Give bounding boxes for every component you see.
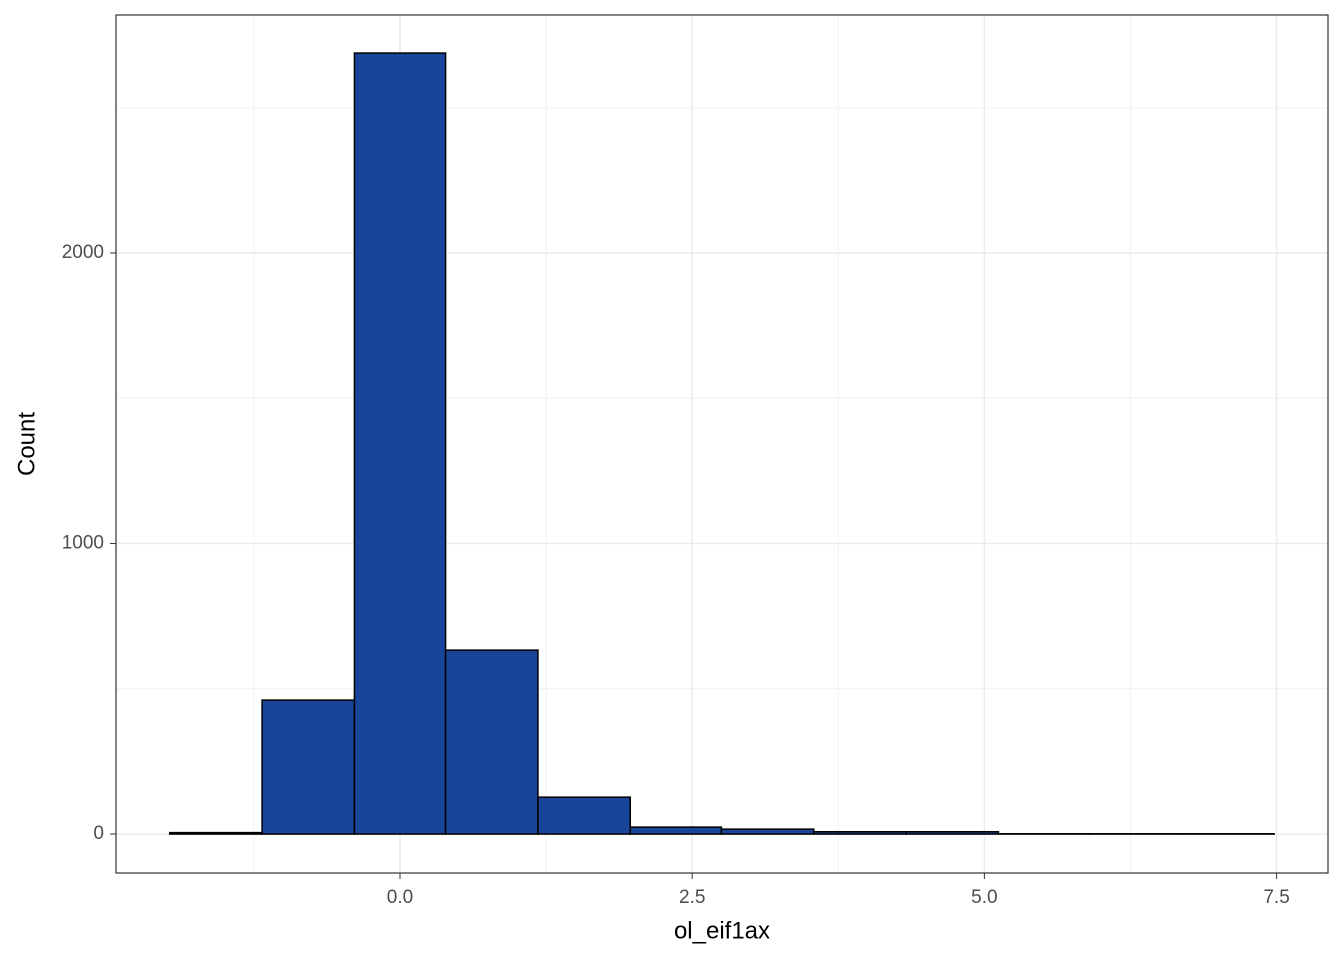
y-tick-label: 2000 [62,242,104,263]
plot-border [115,14,1329,874]
bar [812,830,907,835]
x-tick-label: 2.5 [679,887,705,908]
x-tick-label: 0.0 [387,887,413,908]
y-tick-label: 0 [93,823,104,844]
y-tick-label: 1000 [62,533,104,554]
bar [353,52,447,835]
bar [444,649,539,835]
x-tick-label: 5.0 [971,887,997,908]
bar [261,699,356,835]
bar [629,826,723,835]
bar [720,828,815,835]
bar [905,830,1000,835]
y-axis-title: Count [13,412,40,476]
x-axis-title: ol_eif1ax [674,917,770,944]
bar [537,796,632,835]
bar [169,831,263,835]
x-tick-label: 7.5 [1263,887,1289,908]
